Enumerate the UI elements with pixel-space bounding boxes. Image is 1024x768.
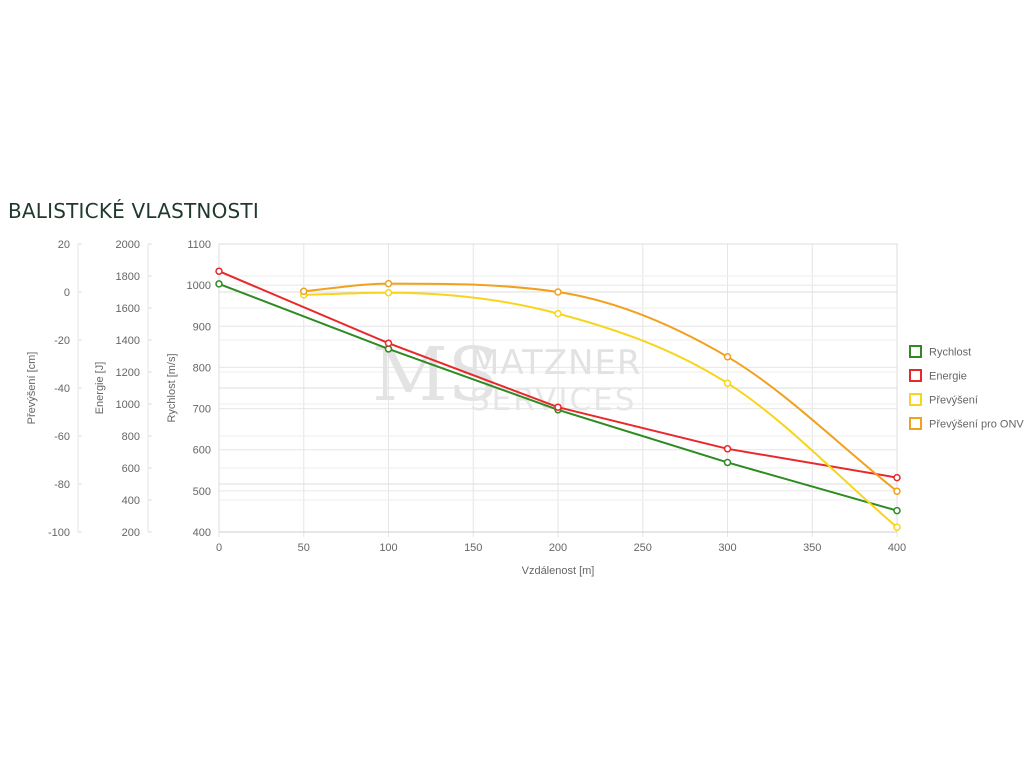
y-tick-label: -100 [48,527,70,539]
watermark-line1: MATZNER [470,343,642,383]
watermark-monogram: MS [372,332,498,418]
y-tick-label: 1200 [116,367,140,379]
x-tick-label: 200 [549,542,567,554]
data-point [723,458,732,467]
y-axis-title: Převýšení [cm] [26,352,38,425]
y-tick-label: 1400 [116,335,140,347]
legend-swatch [909,369,922,382]
legend-swatch [909,393,922,406]
x-tick-label: 100 [379,542,397,554]
y-tick-label: 1600 [116,303,140,315]
data-point [723,379,732,387]
legend-label: Převýšení [929,395,978,407]
data-point [215,280,223,288]
data-point [384,339,393,347]
y-tick-label: 700 [193,404,211,416]
y-tick-label: 200 [122,527,140,539]
data-point [300,287,308,296]
y-tick-label: 1000 [116,399,140,411]
y-tick-label: 600 [122,463,140,475]
axes: 0 50 100 150 200 250 300 350 400200-20-40-60-80-… [26,239,906,577]
data-point [723,445,732,453]
y-tick-label: 800 [122,431,140,443]
data-point [215,267,223,275]
data-point [554,309,562,318]
legend-label: Převýšení pro ONV [929,419,1024,431]
x-axis-title: Vzdálenost [m] [522,565,595,577]
data-point [893,523,901,531]
series-line-p-ev-en- [303,291,898,528]
legend-label: Energie [929,371,967,383]
y-tick-label: 400 [193,527,211,539]
x-tick-label: 250 [634,542,652,554]
y-tick-label: -20 [54,335,70,347]
data-point [384,279,393,288]
y-axis-title: Energie [J] [94,362,106,415]
x-tick-label: 350 [803,542,821,554]
y-tick-label: 1800 [116,271,140,283]
data-point [893,506,901,515]
y-tick-label: 1000 [187,280,211,292]
watermark-logo: MS MATZNER SERVICES [372,332,642,418]
data-point [723,353,732,361]
y-tick-label: 1100 [187,239,211,251]
series-lines [215,267,901,531]
legend-swatch [909,345,922,358]
data-point [554,288,562,296]
y-axis-title: Rychlost [m/s] [166,353,178,422]
x-tick-label: 300 [718,542,736,554]
y-tick-label: 500 [193,486,211,498]
y-tick-label: -80 [54,479,70,491]
y-tick-label: 2000 [116,239,140,251]
legend-label: Rychlost [929,347,971,359]
data-point [893,473,901,482]
x-tick-label: 150 [464,542,482,554]
series-line-p-ev-en-pro-onv [303,282,898,492]
legend-swatch [909,417,922,430]
x-tick-label: 400 [888,542,906,554]
y-tick-label: -40 [54,383,70,395]
x-tick-label: 0 [216,542,222,554]
y-tick-label: -60 [54,431,70,443]
y-tick-label: 400 [122,495,140,507]
y-tick-label: 900 [193,321,211,333]
page-title: BALISTICKÉ VLASTNOSTI [8,199,259,223]
x-tick-label: 50 [298,542,310,554]
data-point [893,487,901,495]
y-tick-label: 20 [58,239,70,251]
legend: Rychlost Energie Převýšení Převýšení pro ON… [909,345,1024,431]
y-tick-label: 0 [64,287,70,299]
y-tick-label: 600 [193,445,211,457]
data-point [384,288,393,297]
data-point [554,403,562,411]
y-tick-label: 800 [193,362,211,374]
